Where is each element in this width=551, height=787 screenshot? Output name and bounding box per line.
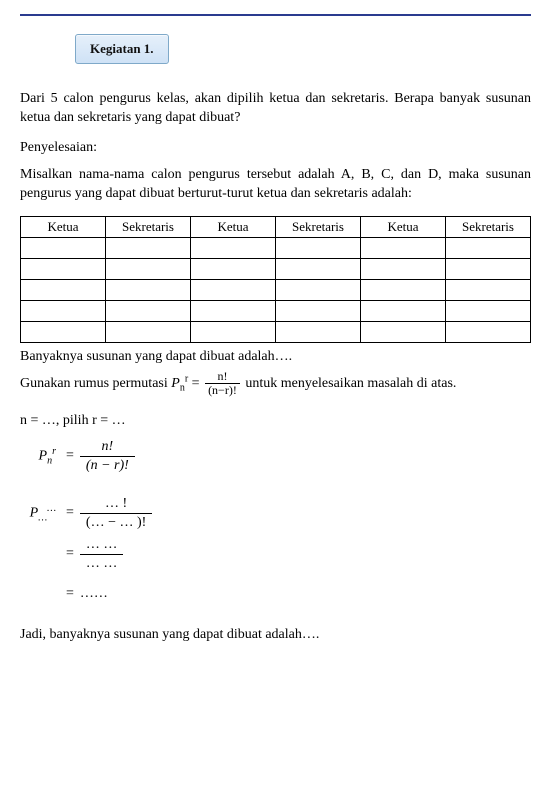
calc-row-2: P…… = … ! (… − … )! — [22, 496, 531, 531]
frac-3-den: … … — [80, 555, 124, 572]
perm-sup-1: r — [52, 446, 56, 457]
frac-1-den: (n − r)! — [80, 457, 135, 474]
frac-3-num: … … — [80, 537, 124, 555]
eq-2: = — [60, 505, 80, 521]
table-row — [21, 258, 531, 279]
col-header: Ketua — [361, 216, 446, 237]
table-cell — [276, 279, 361, 300]
table-row — [21, 279, 531, 300]
conclusion: Jadi, banyaknya susunan yang dapat dibua… — [20, 626, 531, 645]
perm-sup: r — [185, 373, 188, 384]
table-row — [21, 300, 531, 321]
calc-left-1: Pnr — [22, 446, 60, 466]
frac-2: … ! (… − … )! — [80, 496, 152, 531]
calc-row-1: Pnr = n! (n − r)! — [22, 439, 531, 474]
table-row — [21, 321, 531, 342]
table-cell — [191, 258, 276, 279]
premise-text: Misalkan nama-nama calon pengurus terseb… — [20, 166, 531, 204]
table-cell — [446, 321, 531, 342]
arrangement-table: Ketua Sekretaris Ketua Sekretaris Ketua … — [20, 216, 531, 343]
perm-sub-2: … — [38, 512, 47, 523]
table-cell — [21, 237, 106, 258]
table-cell — [361, 321, 446, 342]
use-formula-after: untuk menyelesaikan masalah di atas. — [245, 376, 456, 391]
frac-1: n! (n − r)! — [80, 439, 135, 474]
table-cell — [191, 300, 276, 321]
pick-values: n = …, pilih r = … — [20, 413, 531, 428]
table-cell — [361, 237, 446, 258]
table-cell — [21, 321, 106, 342]
table-cell — [446, 279, 531, 300]
table-cell — [106, 300, 191, 321]
eq-1: = — [60, 448, 80, 464]
table-cell — [276, 258, 361, 279]
activity-badge: Kegiatan 1. — [75, 34, 169, 64]
table-cell — [106, 237, 191, 258]
table-cell — [361, 258, 446, 279]
perm-sub-1: n — [47, 455, 52, 466]
table-header-row: Ketua Sekretaris Ketua Sekretaris Ketua … — [21, 216, 531, 237]
table-row — [21, 237, 531, 258]
table-cell — [446, 237, 531, 258]
solving-heading: Penyelesaian: — [20, 140, 531, 156]
perm-fraction: n! (n−r)! — [203, 370, 242, 397]
top-rule — [20, 14, 531, 16]
calc-row-4: = …… — [22, 578, 531, 610]
col-header: Ketua — [21, 216, 106, 237]
frac-1-num: n! — [80, 439, 135, 457]
col-header: Sekretaris — [276, 216, 361, 237]
table-cell — [21, 279, 106, 300]
col-header: Sekretaris — [106, 216, 191, 237]
frac-2-num: … ! — [80, 496, 152, 514]
use-formula-before: Gunakan rumus permutasi — [20, 376, 171, 391]
perm-eq: = — [192, 376, 203, 391]
table-cell — [191, 321, 276, 342]
eq-4: = — [60, 586, 80, 602]
table-cell — [106, 279, 191, 300]
perm-frac-den: (n−r)! — [205, 384, 240, 397]
table-cell — [21, 300, 106, 321]
frac-3: … … … … — [80, 537, 124, 572]
table-cell — [191, 279, 276, 300]
table-cell — [361, 279, 446, 300]
frac-2-den: (… − … )! — [80, 514, 152, 531]
count-sentence: Banyaknya susunan yang dapat dibuat adal… — [20, 349, 531, 364]
perm-P-2: P — [30, 506, 39, 521]
problem-statement: Dari 5 calon pengurus kelas, akan dipili… — [20, 90, 531, 128]
table-cell — [106, 321, 191, 342]
table-cell — [21, 258, 106, 279]
table-cell — [361, 300, 446, 321]
perm-P-1: P — [39, 449, 48, 464]
calc-left-2: P…… — [22, 503, 60, 523]
calc-block: Pnr = n! (n − r)! P…… = … ! (… − … )! = … — [22, 439, 531, 610]
table-cell — [276, 300, 361, 321]
eq-3: = — [60, 546, 80, 562]
calc-row-3: = … … … … — [22, 537, 531, 572]
col-header: Ketua — [191, 216, 276, 237]
use-formula-sentence: Gunakan rumus permutasi Pnr = n! (n−r)! … — [20, 370, 531, 397]
perm-symbol: P — [171, 376, 180, 391]
table-cell — [276, 321, 361, 342]
table-cell — [446, 258, 531, 279]
table-cell — [191, 237, 276, 258]
table-cell — [276, 237, 361, 258]
table-cell — [106, 258, 191, 279]
table-cell — [446, 300, 531, 321]
perm-sup-2: … — [47, 503, 56, 514]
perm-frac-num: n! — [205, 370, 240, 384]
step-4-value: …… — [80, 586, 108, 602]
col-header: Sekretaris — [446, 216, 531, 237]
perm-sub: n — [180, 383, 185, 394]
